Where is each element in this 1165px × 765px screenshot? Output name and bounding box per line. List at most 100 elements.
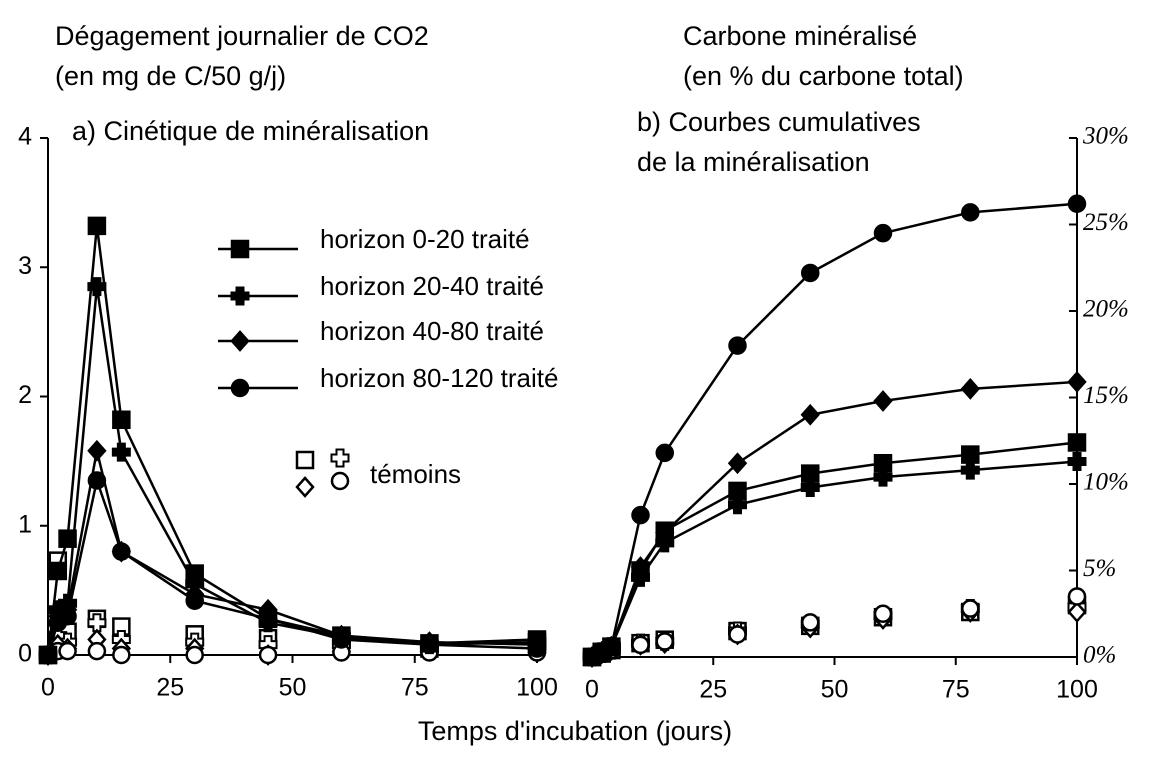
legend-label: horizon 0-20 traité <box>320 224 530 254</box>
legend-label: témoins <box>370 459 461 489</box>
data-point <box>1067 433 1087 452</box>
legend-marker <box>295 450 315 470</box>
series-line <box>591 460 1078 659</box>
chart-title: a) Cinétique de minéralisation <box>72 116 429 146</box>
legend-marker <box>230 378 250 398</box>
data-point <box>38 645 58 665</box>
data-point <box>332 630 351 649</box>
y-tick-label: 4 <box>18 123 32 151</box>
data-point <box>800 477 820 497</box>
data-point <box>87 613 107 633</box>
axis-title: (en mg de C/50 g/j) <box>55 61 286 91</box>
data-point <box>258 609 278 629</box>
y-tick-label: 1 <box>18 510 32 538</box>
x-tick-label: 25 <box>156 674 184 702</box>
x-tick-label: 0 <box>585 676 599 704</box>
y-tick-label: 10% <box>1083 469 1129 496</box>
x-tick-label: 75 <box>401 674 429 702</box>
y-tick-label: 0% <box>1083 642 1116 669</box>
data-point <box>87 439 107 462</box>
data-point <box>1067 371 1087 393</box>
data-point <box>48 561 68 581</box>
data-point <box>960 377 980 400</box>
y-tick-label: 5% <box>1083 555 1116 582</box>
data-point <box>655 632 674 651</box>
data-point <box>961 599 980 618</box>
data-point <box>655 443 674 463</box>
y-tick-label: 3 <box>18 252 32 280</box>
data-point <box>58 641 77 661</box>
data-point <box>801 263 820 283</box>
data-point <box>87 641 107 661</box>
x-tick-label: 100 <box>516 674 558 702</box>
axis-title: (en % du carbone total) <box>683 61 964 91</box>
data-point <box>111 442 131 462</box>
legend-marker <box>230 239 250 259</box>
data-point <box>58 529 77 548</box>
legend-marker <box>330 448 350 468</box>
legend: horizon 0-20 traité horizon 20-40 traité h… <box>218 224 558 498</box>
y-tick-label: 20% <box>1083 296 1129 323</box>
y-tick-label: 0 <box>18 640 32 668</box>
y-tick-label: 15% <box>1083 382 1129 409</box>
data-point <box>87 277 107 297</box>
x-tick-label: 50 <box>279 674 307 702</box>
legend-marker <box>295 476 315 498</box>
data-point <box>112 645 131 665</box>
x-tick-label: 75 <box>942 676 970 704</box>
y-tick-label: 2 <box>18 381 32 409</box>
data-point <box>873 604 893 623</box>
y-tick-label: 30% <box>1082 123 1129 150</box>
data-point <box>258 645 278 665</box>
data-point <box>630 556 651 578</box>
data-point <box>727 452 748 475</box>
data-point <box>87 471 107 490</box>
legend-label: horizon 40-80 traité <box>320 316 544 346</box>
data-point <box>873 390 893 412</box>
data-point <box>800 403 820 426</box>
data-point <box>1067 452 1087 472</box>
legend-label: horizon 80-120 traité <box>320 363 558 393</box>
data-point <box>655 521 675 544</box>
data-point <box>87 216 107 236</box>
series-line <box>591 202 1078 659</box>
data-point <box>1067 587 1087 606</box>
data-point <box>1067 601 1087 623</box>
legend-marker <box>230 286 250 306</box>
data-point <box>185 591 204 610</box>
data-point <box>1067 194 1087 213</box>
chart-title: de la minéralisation <box>637 147 870 177</box>
data-point <box>961 445 980 464</box>
data-point <box>185 645 204 665</box>
x-axis-title: Temps d'incubation (jours) <box>418 716 732 746</box>
data-point <box>58 606 77 626</box>
x-tick-label: 50 <box>821 676 849 704</box>
chart-title: b) Courbes cumulatives <box>637 107 921 137</box>
data-point <box>527 639 547 658</box>
series-line <box>591 380 1078 659</box>
x-tick-label: 0 <box>41 674 55 702</box>
y-tick-label: 25% <box>1083 209 1129 236</box>
legend-marker <box>230 330 250 352</box>
data-point <box>728 336 747 355</box>
data-point <box>420 635 439 654</box>
axis-title: Dégagement journalier de CO2 <box>55 21 429 51</box>
data-point <box>631 635 650 655</box>
data-point <box>602 637 621 656</box>
data-point <box>728 625 747 644</box>
legend-label: horizon 20-40 traité <box>320 271 544 301</box>
data-point <box>801 613 820 632</box>
data-point <box>728 495 747 515</box>
x-tick-label: 100 <box>1056 676 1098 704</box>
data-point <box>873 223 893 243</box>
axis-title: Carbone minéralisé <box>683 21 917 51</box>
data-point <box>873 467 893 487</box>
data-point <box>960 460 980 480</box>
data-point <box>631 505 650 525</box>
legend-marker <box>330 471 350 491</box>
data-point <box>112 542 131 561</box>
x-tick-label: 25 <box>699 676 727 704</box>
data-point <box>961 203 980 222</box>
